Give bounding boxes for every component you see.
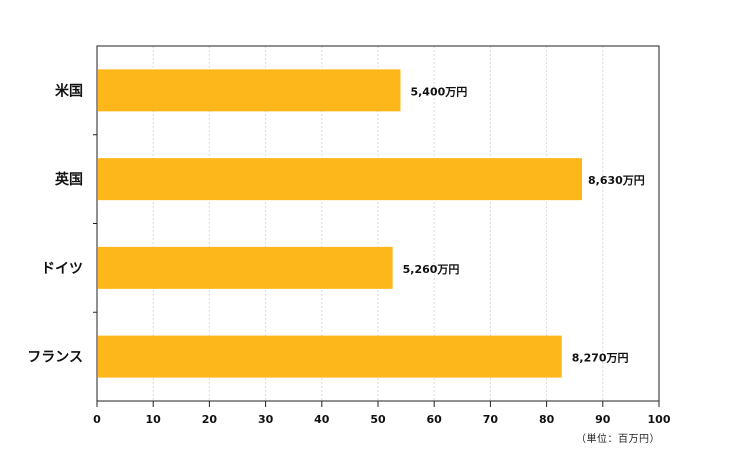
bar-4 — [98, 335, 562, 378]
data-label: 5,260万円 — [403, 263, 460, 276]
unit-note: （単位：百万円） — [576, 434, 660, 445]
x-tick-label: 20 — [202, 413, 218, 426]
gridlines — [152, 46, 604, 401]
category-label: フランス — [27, 350, 83, 366]
bar-3 — [98, 246, 393, 289]
category-label: 英国 — [54, 171, 83, 188]
x-tick-label: 80 — [539, 413, 555, 426]
x-tick-label: 50 — [370, 413, 386, 426]
x-tick-label: 90 — [595, 413, 611, 426]
x-tick-label: 10 — [146, 413, 162, 426]
data-label: 5,400万円 — [410, 85, 467, 98]
bars — [98, 69, 583, 378]
x-tick-label: 30 — [258, 413, 274, 426]
x-tick-label: 40 — [314, 413, 330, 426]
data-label: 8,630万円 — [588, 174, 645, 187]
bar-1 — [98, 69, 401, 112]
x-tick-label: 70 — [483, 413, 499, 426]
category-label: ドイツ — [41, 261, 83, 277]
axes: 0 10 20 30 40 50 60 70 80 90 100 — [93, 45, 671, 426]
bar-2 — [98, 158, 583, 201]
data-label: 8,270万円 — [572, 352, 629, 365]
x-tick-label: 100 — [648, 413, 671, 426]
x-tick-label: 0 — [93, 413, 101, 426]
category-label: 米国 — [55, 82, 83, 99]
x-tick-label: 60 — [427, 413, 443, 426]
